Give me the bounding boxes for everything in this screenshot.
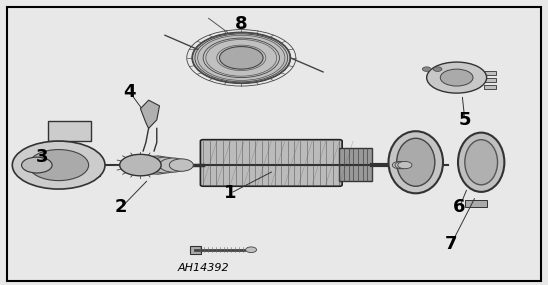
FancyBboxPatch shape [190, 246, 201, 254]
FancyBboxPatch shape [339, 148, 372, 181]
Text: 3: 3 [36, 148, 49, 166]
Circle shape [28, 150, 89, 181]
Text: 2: 2 [115, 198, 128, 216]
FancyBboxPatch shape [484, 70, 496, 75]
Circle shape [139, 156, 174, 174]
Text: 4: 4 [123, 83, 136, 101]
Circle shape [150, 157, 180, 173]
FancyBboxPatch shape [48, 121, 92, 141]
Text: 6: 6 [453, 198, 466, 216]
Ellipse shape [220, 46, 263, 69]
Circle shape [440, 69, 473, 86]
Ellipse shape [458, 133, 504, 192]
FancyBboxPatch shape [201, 140, 342, 186]
FancyBboxPatch shape [484, 85, 496, 89]
Text: AH14392: AH14392 [178, 263, 229, 273]
FancyBboxPatch shape [484, 78, 496, 82]
Circle shape [246, 247, 256, 253]
Ellipse shape [192, 32, 290, 83]
Circle shape [395, 161, 409, 169]
Circle shape [119, 154, 161, 176]
Polygon shape [140, 100, 159, 128]
Circle shape [398, 161, 412, 169]
Circle shape [427, 62, 487, 93]
Text: 5: 5 [459, 111, 471, 129]
Ellipse shape [465, 140, 498, 185]
Ellipse shape [397, 138, 435, 186]
Ellipse shape [389, 131, 443, 193]
FancyBboxPatch shape [86, 154, 100, 176]
FancyBboxPatch shape [465, 200, 487, 207]
Circle shape [433, 67, 442, 71]
Text: 1: 1 [224, 184, 237, 202]
Circle shape [12, 141, 105, 189]
FancyBboxPatch shape [7, 7, 541, 281]
Text: 7: 7 [445, 235, 458, 253]
Circle shape [423, 67, 431, 71]
Circle shape [159, 158, 187, 172]
Circle shape [21, 157, 52, 173]
Text: 8: 8 [235, 15, 248, 33]
Circle shape [392, 161, 407, 169]
Circle shape [169, 159, 193, 171]
